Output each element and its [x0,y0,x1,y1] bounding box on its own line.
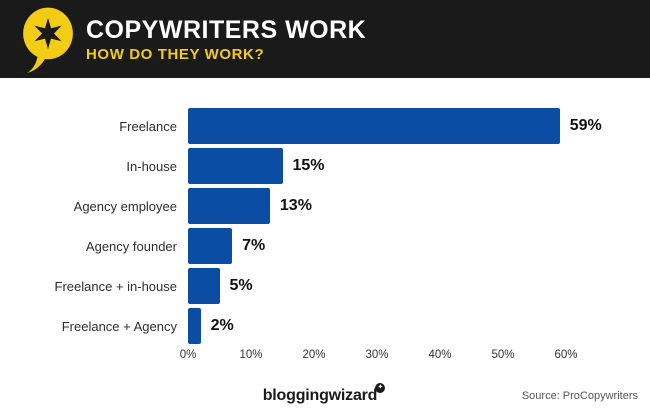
x-tick: 0% [179,349,197,361]
brand-logo-text: bloggingwizard [262,387,378,404]
value-label: 59% [569,117,602,134]
bar-track: 59% [188,108,602,144]
x-tick: 40% [428,349,452,361]
speech-bubble-star-icon [20,4,76,74]
x-tick: 10% [239,349,263,361]
x-tick: 50% [491,349,515,361]
header-text-block: COPYWRITERS WORK HOW DO THEY WORK? [86,15,367,64]
x-tick: 60% [554,349,578,361]
page-title: COPYWRITERS WORK [86,15,367,44]
category-label: Freelance + Agency [61,318,177,334]
bar [188,188,270,224]
star-badge-icon: ✦ [375,383,386,393]
category-label: Agency employee [73,198,177,214]
value-label: 5% [229,277,253,294]
bar-row: Freelance + Agency 2% [0,306,650,346]
x-axis: 0% 10% 20% 30% 40% 50% 60% [0,349,650,367]
value-label: 7% [242,237,266,254]
x-tick: 30% [365,349,389,361]
value-label: 15% [292,157,325,174]
bar-track: 5% [188,268,566,304]
bar-row: Freelance + in-house 5% [0,266,650,306]
bar [188,148,283,184]
bar [188,228,233,264]
bar [188,108,560,144]
bar-row: In-house 15% [0,146,650,186]
bar-row: Agency founder 7% [0,226,650,266]
bar-track: 15% [188,148,566,184]
bar-row: Agency employee 13% [0,186,650,226]
value-label: 13% [279,197,312,214]
bar-chart: Freelance 59% In-house 15% Agency employee 13… [0,106,650,367]
x-axis-spacer [0,349,188,367]
category-label: Freelance + in-house [54,278,178,294]
bar [188,268,220,304]
bar-track: 7% [188,228,566,264]
x-axis-ticks: 0% 10% 20% 30% 40% 50% 60% [180,349,578,367]
x-tick: 20% [302,349,326,361]
category-label: Freelance [119,118,177,134]
bar-rows: Freelance 59% In-house 15% Agency employee 13… [0,106,650,346]
bar-track: 13% [188,188,566,224]
bar-track: 2% [188,308,566,344]
category-label: Agency founder [85,238,177,254]
header-banner: COPYWRITERS WORK HOW DO THEY WORK? [0,0,650,78]
value-label: 2% [210,317,234,334]
bar [188,308,201,344]
bar-row: Freelance 59% [0,106,650,146]
category-label: In-house [126,158,177,174]
source-credit: Source: ProCopywriters [521,390,638,402]
brand-logo: bloggingwizard✦ [262,383,388,405]
footer: bloggingwizard✦ Source: ProCopywriters [0,381,650,411]
page-subtitle: HOW DO THEY WORK? [86,46,265,64]
